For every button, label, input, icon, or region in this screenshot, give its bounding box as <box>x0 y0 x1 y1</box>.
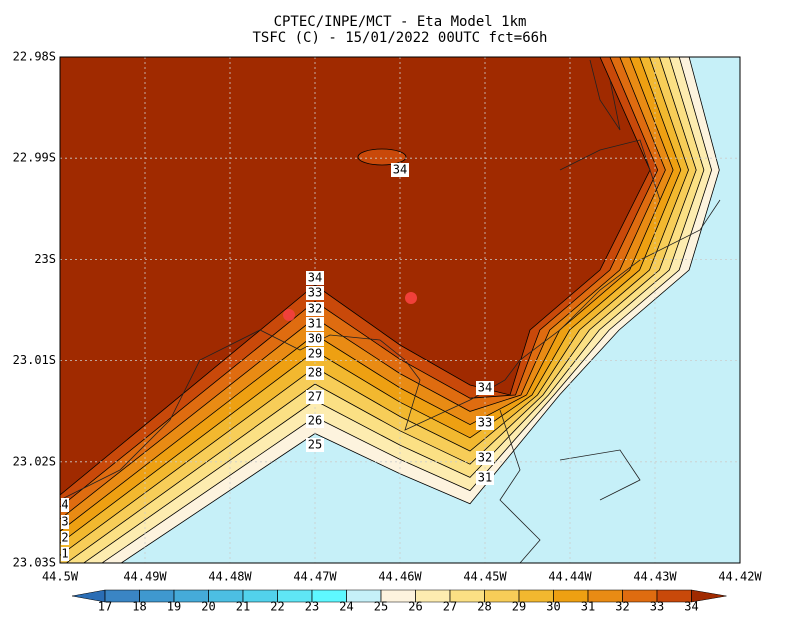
colorbar-label: 28 <box>477 600 491 614</box>
contour-label-box <box>61 515 69 529</box>
contour-label-box <box>61 531 69 545</box>
contour-label: 27 <box>308 390 322 404</box>
contour-label-box <box>61 498 69 512</box>
colorbar-label: 29 <box>512 600 526 614</box>
contour-label: 26 <box>308 414 322 428</box>
contour-label: 1 <box>61 547 68 561</box>
lon-tick-label: 44.42W <box>718 570 762 584</box>
station-marker <box>283 309 295 321</box>
contour-label: 4 <box>61 498 68 512</box>
contour-label: 29 <box>308 347 322 361</box>
lon-tick-label: 44.48W <box>208 570 252 584</box>
contour-label-box <box>476 471 494 485</box>
colorbar-label: 26 <box>408 600 422 614</box>
contour-label-box <box>306 286 324 300</box>
contour-label-box <box>306 271 324 285</box>
station-marker <box>405 292 417 304</box>
contour-label-box <box>306 438 324 452</box>
contour-label-box <box>391 163 409 177</box>
contour-label: 28 <box>308 366 322 380</box>
lon-tick-label: 44.47W <box>293 570 337 584</box>
plot-frame <box>59 56 741 564</box>
contour-label: 3 <box>61 515 68 529</box>
lat-tick-label: 22.98S <box>13 50 56 64</box>
contour-label-box <box>306 390 324 404</box>
lon-tick-label: 44.5W <box>42 570 79 584</box>
contour-label: 32 <box>478 451 492 465</box>
colorbar-label: 17 <box>98 600 112 614</box>
colorbar-label: 23 <box>305 600 319 614</box>
contour-label-box <box>306 347 324 361</box>
contour-label: 33 <box>308 286 322 300</box>
lat-tick-label: 22.99S <box>13 151 56 165</box>
lon-tick-label: 44.45W <box>463 570 507 584</box>
contour-label-box <box>476 451 494 465</box>
contour-label-box <box>306 332 324 346</box>
colorbar-label: 19 <box>167 600 181 614</box>
temperature-field <box>60 57 740 563</box>
contour-label: 30 <box>308 332 322 346</box>
contour-label: 34 <box>308 271 322 285</box>
colorbar-label: 24 <box>339 600 353 614</box>
lon-tick-label: 44.46W <box>378 570 422 584</box>
contour-label-box <box>306 302 324 316</box>
contour-label: 32 <box>308 302 322 316</box>
contour-label-box <box>306 366 324 380</box>
lon-tick-label: 44.44W <box>548 570 592 584</box>
contour-label: 31 <box>478 471 492 485</box>
contour-label-box <box>306 414 324 428</box>
colorbar-label: 33 <box>650 600 664 614</box>
warm-spot <box>357 148 407 166</box>
colorbar-label: 21 <box>236 600 250 614</box>
contour-label: 2 <box>61 531 68 545</box>
contour-label-box <box>61 547 69 561</box>
lon-tick-label: 44.43W <box>633 570 677 584</box>
temperature-band <box>120 57 740 563</box>
contour-label: 34 <box>393 163 407 177</box>
title-line: CPTEC/INPE/MCT - Eta Model 1km <box>274 14 527 30</box>
colorbar-label: 18 <box>132 600 146 614</box>
lat-tick-label: 23.01S <box>13 353 56 367</box>
lat-tick-label: 23S <box>34 252 56 266</box>
colorbar-label: 30 <box>546 600 560 614</box>
contour-label: 31 <box>308 317 322 331</box>
lon-tick-label: 44.49W <box>123 570 167 584</box>
contour-label-box <box>476 381 494 395</box>
coastline <box>60 59 721 563</box>
contour-label-box <box>306 317 324 331</box>
title-line: TSFC (C) - 15/01/2022 00UTC fct=66h <box>252 30 547 46</box>
lat-tick-label: 23.03S <box>13 556 56 570</box>
colorbar-label: 31 <box>581 600 595 614</box>
contour-label-box <box>476 416 494 430</box>
contour-label: 25 <box>308 438 322 452</box>
lat-tick-label: 23.02S <box>13 454 56 468</box>
contour-label: 33 <box>478 416 492 430</box>
colorbar-label: 25 <box>374 600 388 614</box>
contour-label: 34 <box>478 381 492 395</box>
colorbar-label: 22 <box>270 600 284 614</box>
colorbar-label: 34 <box>684 600 698 614</box>
colorbar-label: 20 <box>201 600 215 614</box>
colorbar-label: 32 <box>615 600 629 614</box>
colorbar-label: 27 <box>443 600 457 614</box>
